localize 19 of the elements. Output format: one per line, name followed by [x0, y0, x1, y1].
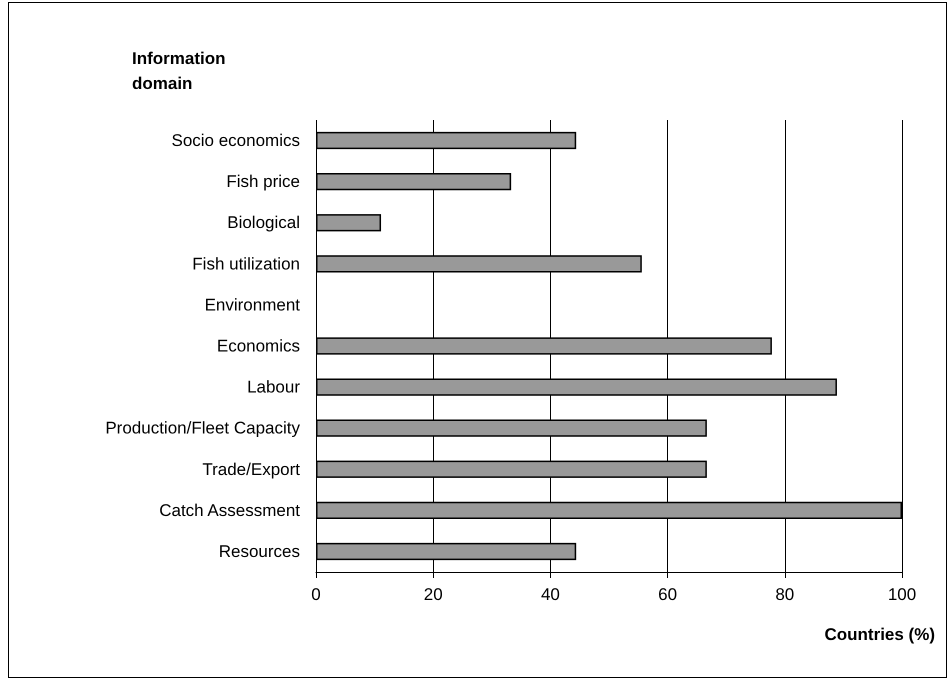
- y-tick-label: Environment: [204, 295, 300, 314]
- x-tick-label: 20: [424, 585, 443, 604]
- x-tick-label: 40: [540, 585, 560, 604]
- y-tick-label: Catch Assessment: [159, 500, 300, 520]
- y-tick-label: Resources: [218, 542, 300, 561]
- y-tick-label: Trade/Export: [202, 460, 300, 479]
- x-tick-label: 0: [311, 585, 321, 604]
- y-tick-label: Biological: [227, 213, 300, 232]
- x-axis-title: Countries (%): [824, 625, 935, 644]
- y-tick-label: Socio economics: [171, 131, 300, 150]
- y-tick-label: Labour: [247, 378, 300, 397]
- x-tick-label: 60: [658, 585, 678, 604]
- y-tick-label: Production/Fleet Capacity: [105, 418, 300, 438]
- y-tick-label: Fish utilization: [192, 254, 300, 274]
- y-tick-label: Fish price: [226, 172, 300, 192]
- y-tick-label: Economics: [216, 336, 300, 356]
- y-axis-title: Information domain: [132, 49, 230, 93]
- x-tick-label: 80: [775, 585, 794, 604]
- x-tick-label: 100: [888, 585, 916, 604]
